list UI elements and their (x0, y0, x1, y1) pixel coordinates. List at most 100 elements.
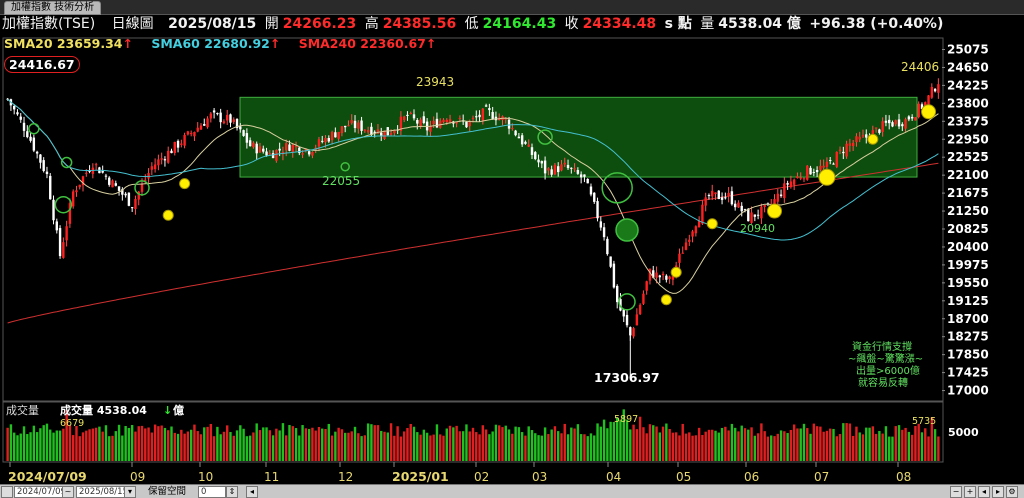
candle-body (432, 120, 435, 125)
scroll-right-icon[interactable]: ▸ (992, 486, 1004, 498)
x-tick-label: 05 (676, 470, 691, 484)
volume-bar (878, 430, 881, 461)
green-ring-marker (340, 161, 350, 172)
candle-body (937, 84, 940, 93)
candle-body (550, 169, 553, 175)
volume-bar (78, 436, 81, 461)
candle-body (635, 314, 639, 326)
scroll-left-icon[interactable]: ◂ (978, 486, 990, 498)
volume-bar (458, 431, 462, 461)
candle-body (547, 168, 550, 171)
yellow-dot-marker (767, 203, 783, 219)
settings-icon[interactable]: ⚙ (1006, 486, 1018, 498)
candle-body (484, 105, 488, 107)
volume-bar (855, 426, 858, 461)
candle-body (353, 120, 357, 129)
candle-body (727, 192, 730, 197)
close-label: 收 (564, 16, 579, 32)
candle-body (55, 221, 58, 231)
volume-bar (776, 433, 779, 461)
candle-body (16, 112, 19, 115)
volume-bar (343, 432, 347, 461)
candle-body (534, 152, 537, 160)
volume-bar (766, 436, 770, 461)
yellow-dot-marker (660, 294, 672, 306)
volume-bar (6, 427, 9, 461)
price-chart[interactable]: 25075 24650 24225 23800 23375 22950 22525 22100… (0, 0, 1024, 484)
candle-body (933, 88, 937, 92)
candle-body (786, 183, 789, 185)
volume-bar (481, 425, 485, 461)
low-label: 低 (464, 16, 479, 32)
volume-bar (553, 426, 557, 461)
tab-tech-analysis[interactable]: 加權指數 技術分析 (4, 1, 102, 15)
candle-body (665, 275, 668, 280)
keep-space-stepper[interactable]: ⇕ (226, 486, 238, 498)
candle-body (704, 197, 707, 206)
volume-down-arrow-icon: ↓ (163, 404, 172, 417)
volume-bar (881, 433, 884, 461)
candle-body (910, 116, 914, 119)
candle-body (507, 119, 511, 129)
candle-body (799, 177, 802, 179)
candle-body (655, 272, 658, 278)
zoom-out-icon[interactable]: − (950, 486, 962, 498)
candle-body (206, 118, 209, 128)
candle-body (176, 140, 180, 148)
candle-body (340, 126, 344, 134)
volume-bar (406, 427, 409, 461)
volume-bar (825, 430, 829, 461)
volume-bar (707, 429, 711, 461)
volume-bar (52, 432, 55, 461)
volume-bar (517, 427, 521, 461)
end-date-field[interactable]: 2025/08/15 (76, 486, 128, 498)
volume-bar (655, 426, 658, 461)
period-label[interactable]: 日線圖 (111, 16, 154, 32)
candle-body (904, 119, 907, 129)
candle-body (285, 143, 288, 151)
candle-body (661, 273, 665, 276)
keep-space-field[interactable]: 0 (198, 486, 226, 498)
candle-body (229, 114, 232, 123)
candle-body (170, 150, 173, 154)
candle-body (262, 148, 265, 152)
volume-bar (203, 427, 206, 461)
volume-bar (612, 422, 616, 461)
volume-bar (606, 428, 609, 461)
volume-bar (314, 430, 317, 461)
volume-bar (868, 427, 871, 461)
volume-bar (294, 428, 298, 461)
volume-bar (350, 431, 353, 461)
candle-body (196, 127, 199, 132)
start-date-field[interactable]: 2024/07/09 (14, 486, 66, 498)
candle-body (216, 113, 219, 115)
start-checkbox[interactable] (1, 486, 13, 498)
zoom-in-icon[interactable]: + (964, 486, 976, 498)
candle-body (783, 183, 786, 199)
candle-body (360, 120, 363, 131)
candle-body (347, 125, 350, 127)
volume-bar (891, 436, 894, 461)
volume-bar (81, 432, 85, 461)
volume-bar (779, 430, 783, 461)
candle-body (140, 183, 144, 192)
volume-bar (471, 427, 475, 461)
volume-bar (815, 426, 819, 461)
candle-body (465, 121, 468, 128)
volume-bar (150, 432, 154, 461)
volume-bar (160, 425, 163, 461)
volume-bar (701, 434, 704, 461)
symbol-name: 加權指數(TSE) (2, 16, 96, 32)
volume-bar (265, 427, 268, 461)
volume-bar (865, 427, 868, 461)
end-dropdown-icon[interactable]: ▾ (124, 486, 136, 498)
volume-bar (720, 427, 724, 461)
volume-bar (835, 436, 838, 461)
volume-bar (842, 423, 845, 461)
candle-body (186, 131, 190, 135)
candle-body (81, 176, 85, 186)
candle-body (865, 134, 868, 138)
candle-body (212, 110, 216, 113)
tool-button-1[interactable]: ◂ (246, 486, 258, 498)
period-high-badge: 24416.67 (4, 56, 80, 73)
